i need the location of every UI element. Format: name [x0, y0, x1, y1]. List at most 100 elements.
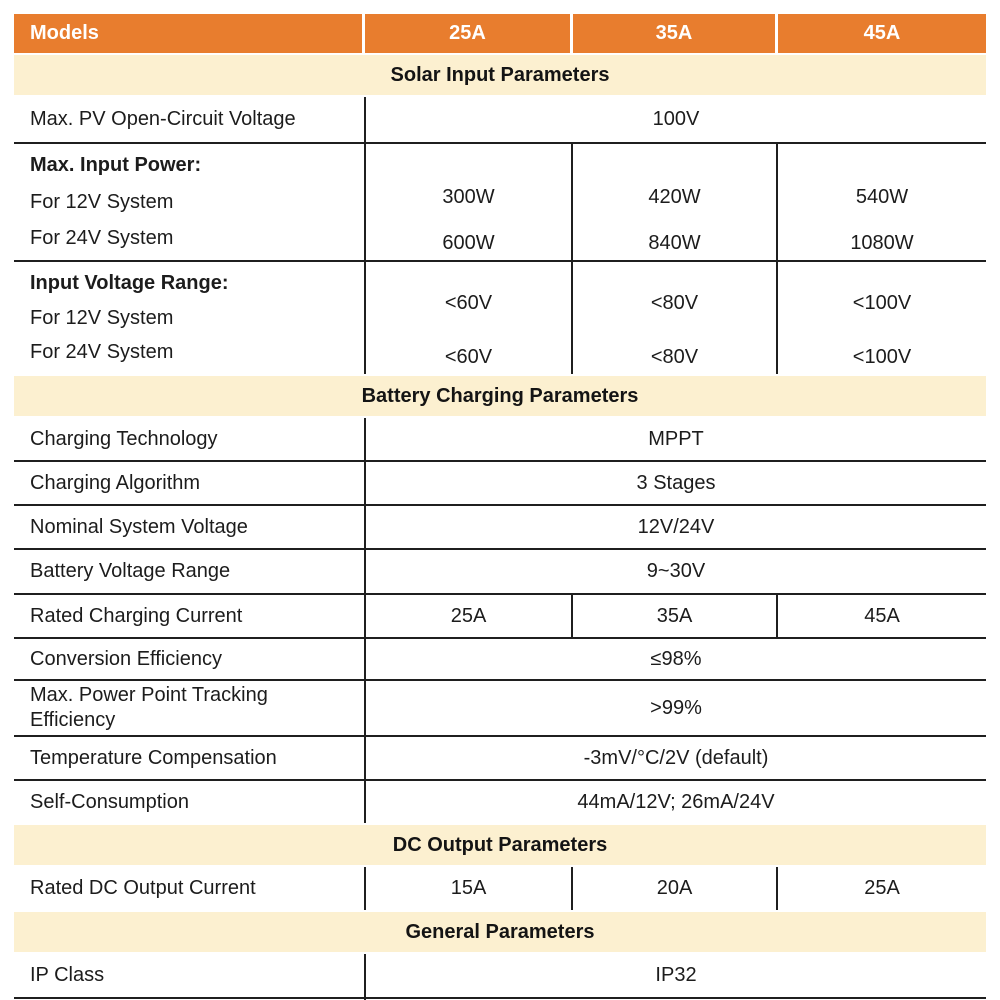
table-header-row: Models 25A 35A 45A: [14, 14, 986, 53]
value-text: -3mV/°C/2V (default): [583, 746, 769, 769]
row-value-merged: ≤98%: [364, 639, 986, 679]
section-title: DC Output Parameters: [392, 833, 608, 856]
value-text: 100V: [652, 108, 700, 130]
value-text: <80V: [650, 346, 699, 368]
value-text: 840W: [648, 232, 701, 254]
value-text: 3 Stages: [636, 471, 716, 494]
label-text: Conversion Efficiency: [30, 647, 222, 670]
row-label: Charging Technology: [14, 418, 364, 460]
row-nominal-system-voltage: Nominal System Voltage 12V/24V: [14, 506, 986, 550]
value-text: <100V: [852, 292, 912, 314]
section-title: General Parameters: [405, 920, 595, 943]
header-col-25a: 25A: [365, 14, 570, 53]
section-dc-output-parameters: DC Output Parameters: [14, 825, 986, 865]
value-text: 35A: [656, 604, 693, 627]
voltage-values-35a: <80V <80V: [571, 262, 776, 374]
dc-output-25a-model: 15A: [364, 867, 571, 910]
row-label: Charging Algorithm: [14, 462, 364, 504]
value-text: 25A: [864, 877, 900, 899]
value-text: 600W: [442, 232, 495, 254]
row-value-merged: 12V/24V: [364, 506, 986, 548]
row-value-merged: -3mV/°C/2V (default): [364, 737, 986, 779]
row-value-merged: 44mA/12V; 26mA/24V: [364, 781, 986, 823]
row-value-merged: IP32: [364, 954, 986, 997]
row-self-consumption: Self-Consumption 44mA/12V; 26mA/24V: [14, 781, 986, 823]
group-sub-12v: For 12V System: [30, 190, 174, 213]
header-col-45a: 45A: [778, 14, 986, 53]
row-label: Max. PV Open-Circuit Voltage: [14, 97, 364, 142]
row-battery-voltage-range: Battery Voltage Range 9~30V: [14, 550, 986, 595]
label-text: Charging Technology: [30, 427, 218, 450]
row-value-merged: 9~30V: [364, 550, 986, 593]
voltage-values-45a: <100V <100V: [776, 262, 986, 374]
row-max-power-point-tracking-efficiency: Max. Power Point Tracking Efficiency >99…: [14, 681, 986, 737]
row-label: Battery Voltage Range: [14, 550, 364, 593]
power-values-35a: 420W 840W: [571, 144, 776, 260]
dc-output-35a-model: 20A: [571, 867, 776, 910]
value-text: 20A: [656, 877, 693, 899]
row-ip-class: IP Class IP32: [14, 954, 986, 999]
group-title: Input Voltage Range:: [30, 272, 229, 294]
row-max-input-power: Max. Input Power: For 12V System For 24V…: [14, 144, 986, 262]
row-value-merged: 3 Stages: [364, 462, 986, 504]
section-title: Solar Input Parameters: [390, 63, 610, 86]
value-text: <80V: [650, 292, 699, 314]
rated-current-25a: 25A: [364, 595, 571, 637]
value-text: ≤98%: [650, 647, 702, 670]
row-label: Self-Consumption: [14, 781, 364, 823]
rated-current-35a: 35A: [571, 595, 776, 637]
row-label-group: Input Voltage Range: For 12V System For …: [14, 262, 364, 374]
value-text: <60V: [444, 346, 493, 368]
value-text: 9~30V: [646, 560, 706, 582]
label-text: Temperature Compensation: [30, 746, 277, 769]
row-label: Max. Power Point Tracking Efficiency: [14, 681, 364, 735]
dc-output-45a-model: 25A: [776, 867, 986, 910]
value-text: 44mA/12V; 26mA/24V: [577, 790, 775, 813]
value-text: 15A: [450, 877, 487, 899]
value-text: 420W: [648, 186, 701, 208]
row-label: Rated DC Output Current: [14, 867, 364, 910]
row-charging-technology: Charging Technology MPPT: [14, 418, 986, 462]
label-text: Max. Power Point Tracking Efficiency: [30, 684, 268, 731]
label-text: Charging Algorithm: [30, 471, 201, 494]
label-text: Nominal System Voltage: [30, 515, 248, 538]
label-text: Max. PV Open-Circuit Voltage: [30, 108, 296, 130]
header-col-35a: 35A: [573, 14, 775, 53]
row-rated-charging-current: Rated Charging Current 25A 35A 45A: [14, 595, 986, 639]
row-temperature-compensation: Temperature Compensation -3mV/°C/2V (def…: [14, 737, 986, 781]
rated-current-45a: 45A: [776, 595, 986, 637]
label-text: Rated Charging Current: [30, 604, 243, 627]
power-values-25a: 300W 600W: [364, 144, 571, 260]
label-text: IP Class: [30, 964, 105, 986]
row-label-group: Max. Input Power: For 12V System For 24V…: [14, 144, 364, 260]
group-sub-12v: For 12V System: [30, 306, 174, 329]
label-text: Rated DC Output Current: [30, 877, 256, 899]
row-value-merged: MPPT: [364, 418, 986, 460]
group-title: Max. Input Power:: [30, 154, 202, 176]
label-text: Self-Consumption: [30, 790, 189, 813]
row-label: Conversion Efficiency: [14, 639, 364, 679]
voltage-values-25a: <60V <60V: [364, 262, 571, 374]
row-label: Rated Charging Current: [14, 595, 364, 637]
spec-table: Models 25A 35A 45A Solar Input Parameter…: [14, 14, 986, 1000]
row-max-pv-open-circuit-voltage: Max. PV Open-Circuit Voltage 100V: [14, 97, 986, 144]
value-text: 45A: [864, 604, 900, 627]
value-text: 540W: [855, 186, 909, 208]
row-value-merged: >99%: [364, 681, 986, 735]
section-title: Battery Charging Parameters: [361, 384, 639, 407]
value-text: IP32: [655, 964, 697, 986]
value-text: 12V/24V: [637, 515, 715, 538]
group-sub-24v: For 24V System: [30, 341, 174, 363]
row-label: Temperature Compensation: [14, 737, 364, 779]
value-text: >99%: [650, 696, 702, 719]
section-solar-input-parameters: Solar Input Parameters: [14, 55, 986, 95]
row-charging-algorithm: Charging Algorithm 3 Stages: [14, 462, 986, 506]
row-conversion-efficiency: Conversion Efficiency ≤98%: [14, 639, 986, 681]
value-text: 300W: [442, 186, 495, 208]
row-value-merged: 100V: [364, 97, 986, 142]
row-input-voltage-range: Input Voltage Range: For 12V System For …: [14, 262, 986, 374]
section-general-parameters: General Parameters: [14, 912, 986, 952]
value-text: 25A: [450, 604, 487, 627]
label-text: Battery Voltage Range: [30, 560, 231, 582]
